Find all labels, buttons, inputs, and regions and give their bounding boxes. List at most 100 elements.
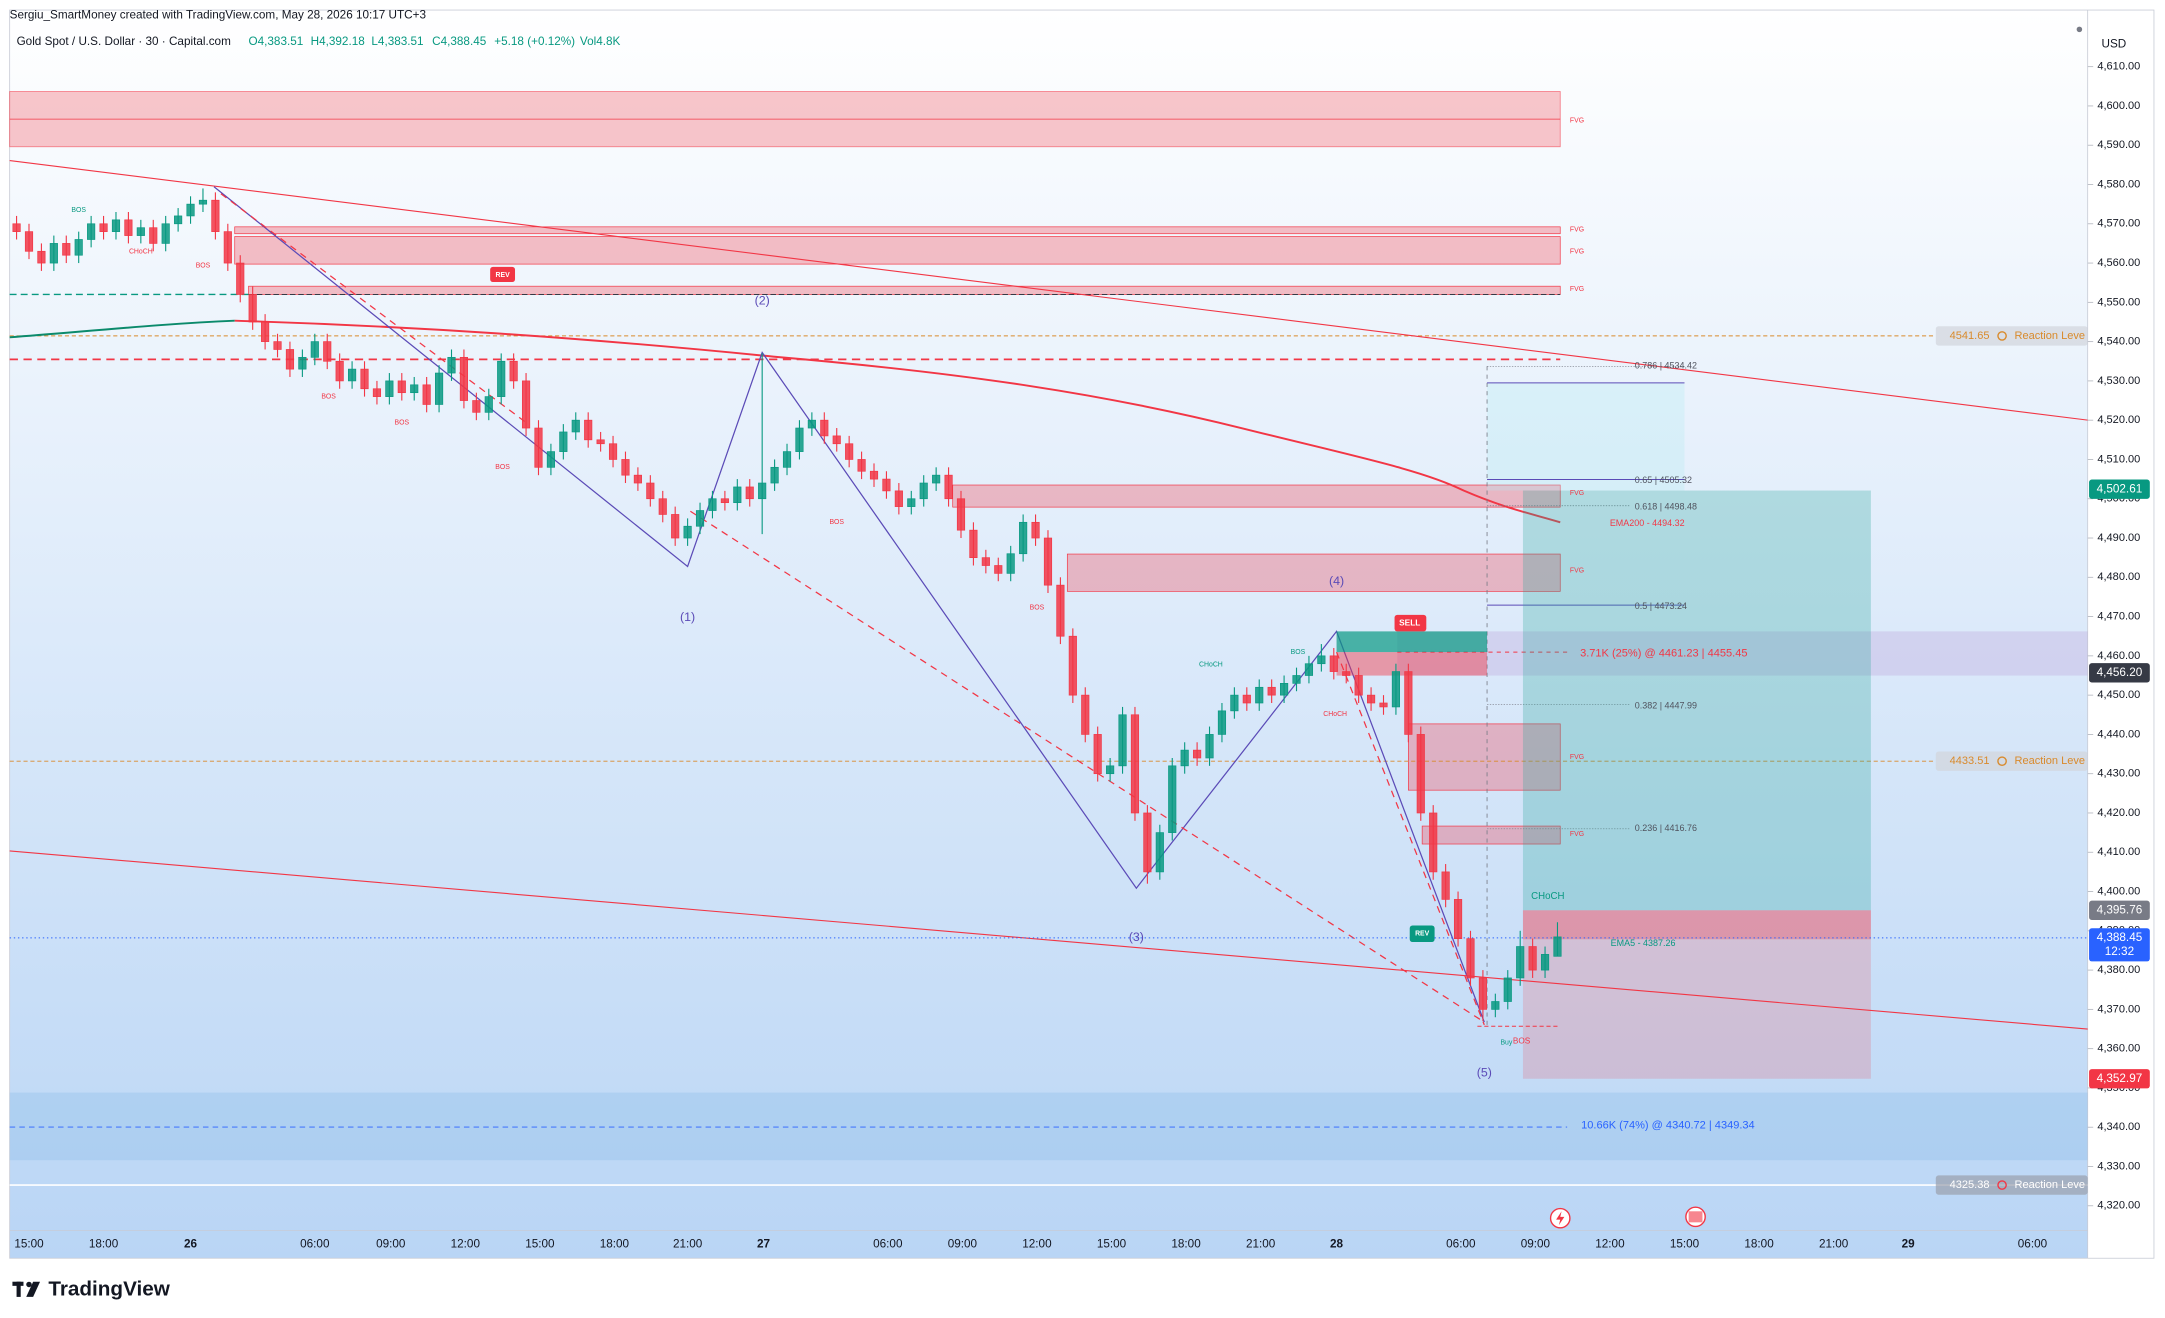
candle-body xyxy=(770,466,779,484)
candle-body xyxy=(795,427,804,452)
annotation: BOS xyxy=(321,393,336,400)
candle-body xyxy=(571,419,580,433)
reaction-price: 4325.38 xyxy=(1950,1179,1990,1191)
candle-body xyxy=(1081,694,1090,735)
candle-body xyxy=(509,360,518,382)
candle-body xyxy=(1516,946,1525,979)
price-badge xyxy=(2089,900,2150,920)
y-tick-label: 4,430.00 xyxy=(2097,768,2140,780)
annotation: BOS xyxy=(495,464,510,471)
candle-body xyxy=(820,419,829,437)
stop-zone xyxy=(1522,910,1871,1079)
annotation: FVG xyxy=(1570,831,1584,838)
annotation: EMA200 - 4494.32 xyxy=(1610,518,1685,528)
candle-body xyxy=(1106,765,1115,775)
trend-line xyxy=(9,160,2088,421)
annotation: 0.5 | 4473.24 xyxy=(1635,601,1687,611)
price-badge xyxy=(2089,479,2150,499)
candle-body xyxy=(633,474,642,484)
candle-body xyxy=(1441,871,1450,900)
reaction-price: 4433.51 xyxy=(1950,755,1990,767)
candle-body xyxy=(1304,663,1314,676)
annotation: 3.71K (25%) @ 4461.23 | 4455.45 xyxy=(1580,647,1747,659)
x-tick-label: 15:00 xyxy=(525,1238,555,1251)
candle-body xyxy=(397,380,406,394)
candle-body xyxy=(236,262,245,295)
candle-body xyxy=(37,250,46,264)
candle-body xyxy=(907,498,916,507)
symbol: Gold Spot / U.S. Dollar · 30 · Capital.c… xyxy=(17,35,231,48)
annotation: BOS xyxy=(1513,1037,1531,1046)
candle-body xyxy=(1230,694,1239,712)
reaction-icon xyxy=(1997,1180,2007,1190)
candle-body xyxy=(348,368,357,382)
candle-body xyxy=(422,384,431,405)
annotation: BOS xyxy=(196,262,211,269)
candle-body xyxy=(944,474,953,500)
candle-body xyxy=(969,529,978,559)
annotation: (4) xyxy=(1329,574,1344,588)
y-tick-label: 4,520.00 xyxy=(2097,414,2140,426)
annotation: FVG xyxy=(1570,226,1584,233)
annotation: BOS xyxy=(71,207,86,214)
candle-body xyxy=(335,360,344,382)
candle-body xyxy=(956,498,966,531)
candle-body xyxy=(1068,635,1077,696)
reaction-label-box xyxy=(1935,751,2088,771)
y-tick-label: 4,610.00 xyxy=(2097,61,2140,73)
candle-body xyxy=(385,380,394,397)
candle-body xyxy=(273,341,282,350)
candle-body xyxy=(1019,521,1028,555)
annotation: FVG xyxy=(1570,567,1584,574)
candle-body xyxy=(869,470,879,480)
annotation: 0.618 | 4498.48 xyxy=(1635,501,1697,511)
candle-body xyxy=(447,356,456,374)
candle-body xyxy=(1031,521,1040,539)
x-tick-label: 15:00 xyxy=(14,1238,44,1251)
candle-body xyxy=(161,223,170,244)
candle-body xyxy=(261,321,270,342)
wave-line xyxy=(213,186,1485,1023)
candle-body xyxy=(708,498,717,511)
candle-body xyxy=(1404,671,1413,735)
y-tick-label: 4,580.00 xyxy=(2097,178,2140,190)
price-badge xyxy=(2089,928,2150,962)
dashed-trend xyxy=(220,193,526,423)
candle-body xyxy=(1416,734,1425,814)
y-tick-label: 4,510.00 xyxy=(2097,453,2140,465)
candle-body xyxy=(1317,655,1326,665)
candle-body xyxy=(758,482,767,500)
candle-body xyxy=(1491,1001,1500,1010)
candle-body xyxy=(1155,832,1164,873)
candle-body xyxy=(74,239,83,256)
ohlc-open: O4,383.51 xyxy=(249,35,304,48)
dashed-trend xyxy=(1335,651,1485,1026)
price-badge-text: 4,395.76 xyxy=(2097,903,2143,916)
candle-body xyxy=(745,486,754,500)
candle-body xyxy=(186,203,195,217)
candle-body xyxy=(1280,683,1289,696)
candle-body xyxy=(658,498,667,515)
candle-body xyxy=(1217,710,1227,735)
sell-badge xyxy=(1394,614,1427,632)
candle-body xyxy=(1130,714,1140,814)
logo-text: TradingView xyxy=(48,1277,170,1300)
candle-body xyxy=(584,419,593,441)
fvg-zone xyxy=(248,285,1561,295)
candle-body xyxy=(1043,537,1053,586)
candle-body xyxy=(1478,977,1487,1010)
reaction-label: Reaction Leve xyxy=(2014,755,2085,767)
candle-body xyxy=(136,227,145,236)
annotation: 0.236 | 4416.76 xyxy=(1635,823,1697,833)
fib-zone xyxy=(1487,382,1685,491)
price-badge xyxy=(2089,663,2150,683)
x-tick-label: 12:00 xyxy=(451,1238,481,1251)
dashed-trend xyxy=(690,510,1485,1023)
candle-body xyxy=(919,482,928,500)
x-tick-label: 12:00 xyxy=(1022,1238,1052,1251)
annotation: (1) xyxy=(680,610,695,624)
fvg-zone xyxy=(234,226,1561,235)
candle-body xyxy=(882,478,891,492)
ohlc-high: H4,392.18 xyxy=(311,35,366,48)
